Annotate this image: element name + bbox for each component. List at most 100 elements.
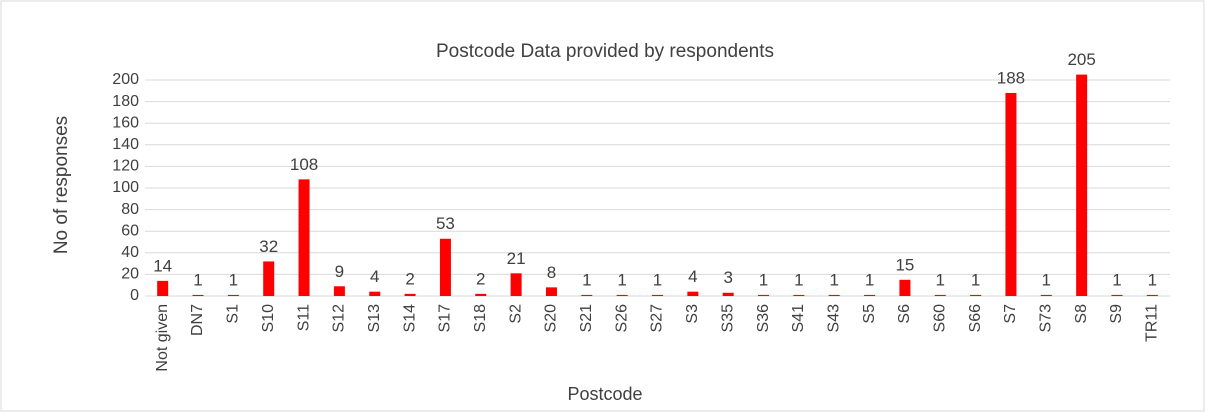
bar: [333, 286, 345, 296]
bar: [1005, 92, 1017, 297]
x-tick-label: S41: [790, 304, 807, 333]
data-label: 32: [259, 237, 278, 256]
bar: [652, 294, 663, 296]
data-label: 4: [688, 267, 697, 286]
bar: [475, 293, 487, 296]
y-tick-label: 140: [112, 136, 139, 153]
x-tick-label: S66: [967, 304, 984, 333]
x-tick-label: S35: [719, 304, 736, 333]
bar: [545, 287, 557, 296]
bar: [793, 294, 805, 296]
x-tick-label: S14: [401, 304, 418, 333]
data-label: 1: [617, 270, 626, 289]
data-label: 1: [865, 270, 874, 289]
x-tick-label: S17: [437, 304, 454, 333]
y-tick-label: 200: [112, 71, 139, 88]
x-tick-label: S21: [578, 304, 595, 333]
y-tick-label: 160: [112, 114, 139, 131]
y-tick-label: 80: [121, 201, 139, 218]
bar: [616, 294, 628, 296]
x-tick-label: S7: [1002, 304, 1019, 324]
data-label: 1: [1112, 270, 1121, 289]
data-label: 1: [794, 270, 803, 289]
x-tick-label: DN7: [189, 304, 206, 336]
data-label: 1: [936, 270, 945, 289]
bar: [192, 294, 204, 296]
x-tick-label: S26: [613, 304, 630, 333]
y-tick-label: 100: [112, 179, 139, 196]
chart-title: Postcode Data provided by respondents: [436, 41, 774, 62]
bar: [227, 294, 239, 296]
bar: [828, 294, 840, 296]
data-label: 1: [759, 270, 768, 289]
data-label: 1: [229, 270, 238, 289]
x-tick-label: S36: [755, 304, 772, 333]
x-tick-label: S1: [225, 304, 242, 324]
bar: [1076, 74, 1088, 296]
y-tick-label: 40: [121, 244, 139, 261]
data-label: 15: [895, 255, 914, 274]
x-tick-label: S8: [1073, 304, 1090, 324]
data-label: 188: [997, 68, 1025, 87]
data-label: 53: [436, 214, 455, 233]
bar: [298, 179, 310, 296]
bar: [510, 273, 522, 296]
y-axis-label: No of responses: [51, 116, 72, 254]
y-tick-label: 60: [121, 222, 139, 239]
data-label: 21: [507, 249, 526, 268]
bar: [157, 280, 169, 296]
bar: [263, 261, 275, 296]
data-label: 1: [1148, 270, 1157, 289]
x-tick-label: S13: [366, 304, 383, 333]
x-tick-label: S12: [331, 304, 348, 333]
bar: [864, 294, 876, 296]
bar: [722, 292, 734, 296]
x-tick-label: S18: [472, 304, 489, 333]
x-tick-label: S27: [649, 304, 666, 333]
bar: [369, 291, 381, 296]
bar: [899, 279, 911, 296]
data-label: 2: [476, 269, 485, 288]
data-label: 205: [1067, 50, 1095, 69]
x-tick-label: S9: [1108, 304, 1125, 324]
data-label: 1: [971, 270, 980, 289]
data-label: 1: [1042, 270, 1051, 289]
data-label: 8: [547, 263, 556, 282]
x-tick-label: Not given: [154, 304, 171, 372]
bar: [439, 238, 451, 296]
data-label: 1: [193, 270, 202, 289]
x-tick-label: S60: [931, 304, 948, 333]
x-tick-label: TR11: [1144, 304, 1161, 342]
bar: [934, 294, 946, 296]
x-tick-label: S3: [684, 304, 701, 324]
x-tick-label: S11: [295, 304, 312, 331]
x-tick-label: S73: [1038, 304, 1055, 333]
x-axis-label: Postcode: [567, 384, 642, 404]
data-label: 1: [653, 270, 662, 289]
y-tick-label: 120: [112, 158, 139, 175]
x-tick-label: S20: [543, 304, 560, 333]
x-tick-label: S2: [507, 304, 524, 324]
x-tick-label: S43: [825, 304, 842, 333]
data-label: 9: [335, 262, 344, 281]
data-label: 3: [723, 268, 732, 287]
data-label: 1: [582, 270, 591, 289]
bar: [687, 291, 699, 296]
bar: [581, 294, 593, 296]
data-label: 2: [405, 269, 414, 288]
x-tick-label: S5: [861, 304, 878, 324]
x-tick-label: S10: [260, 304, 277, 333]
data-label: 1: [829, 270, 838, 289]
data-label: 108: [290, 155, 318, 174]
y-tick-label: 180: [112, 93, 139, 110]
bar: [1111, 294, 1123, 296]
bar: [970, 294, 982, 296]
x-tick-label: S6: [896, 304, 913, 324]
data-label: 4: [370, 267, 379, 286]
bar: [1040, 294, 1052, 296]
bar: [758, 294, 770, 296]
y-tick-label: 20: [121, 266, 139, 283]
y-tick-label: 0: [130, 287, 139, 304]
